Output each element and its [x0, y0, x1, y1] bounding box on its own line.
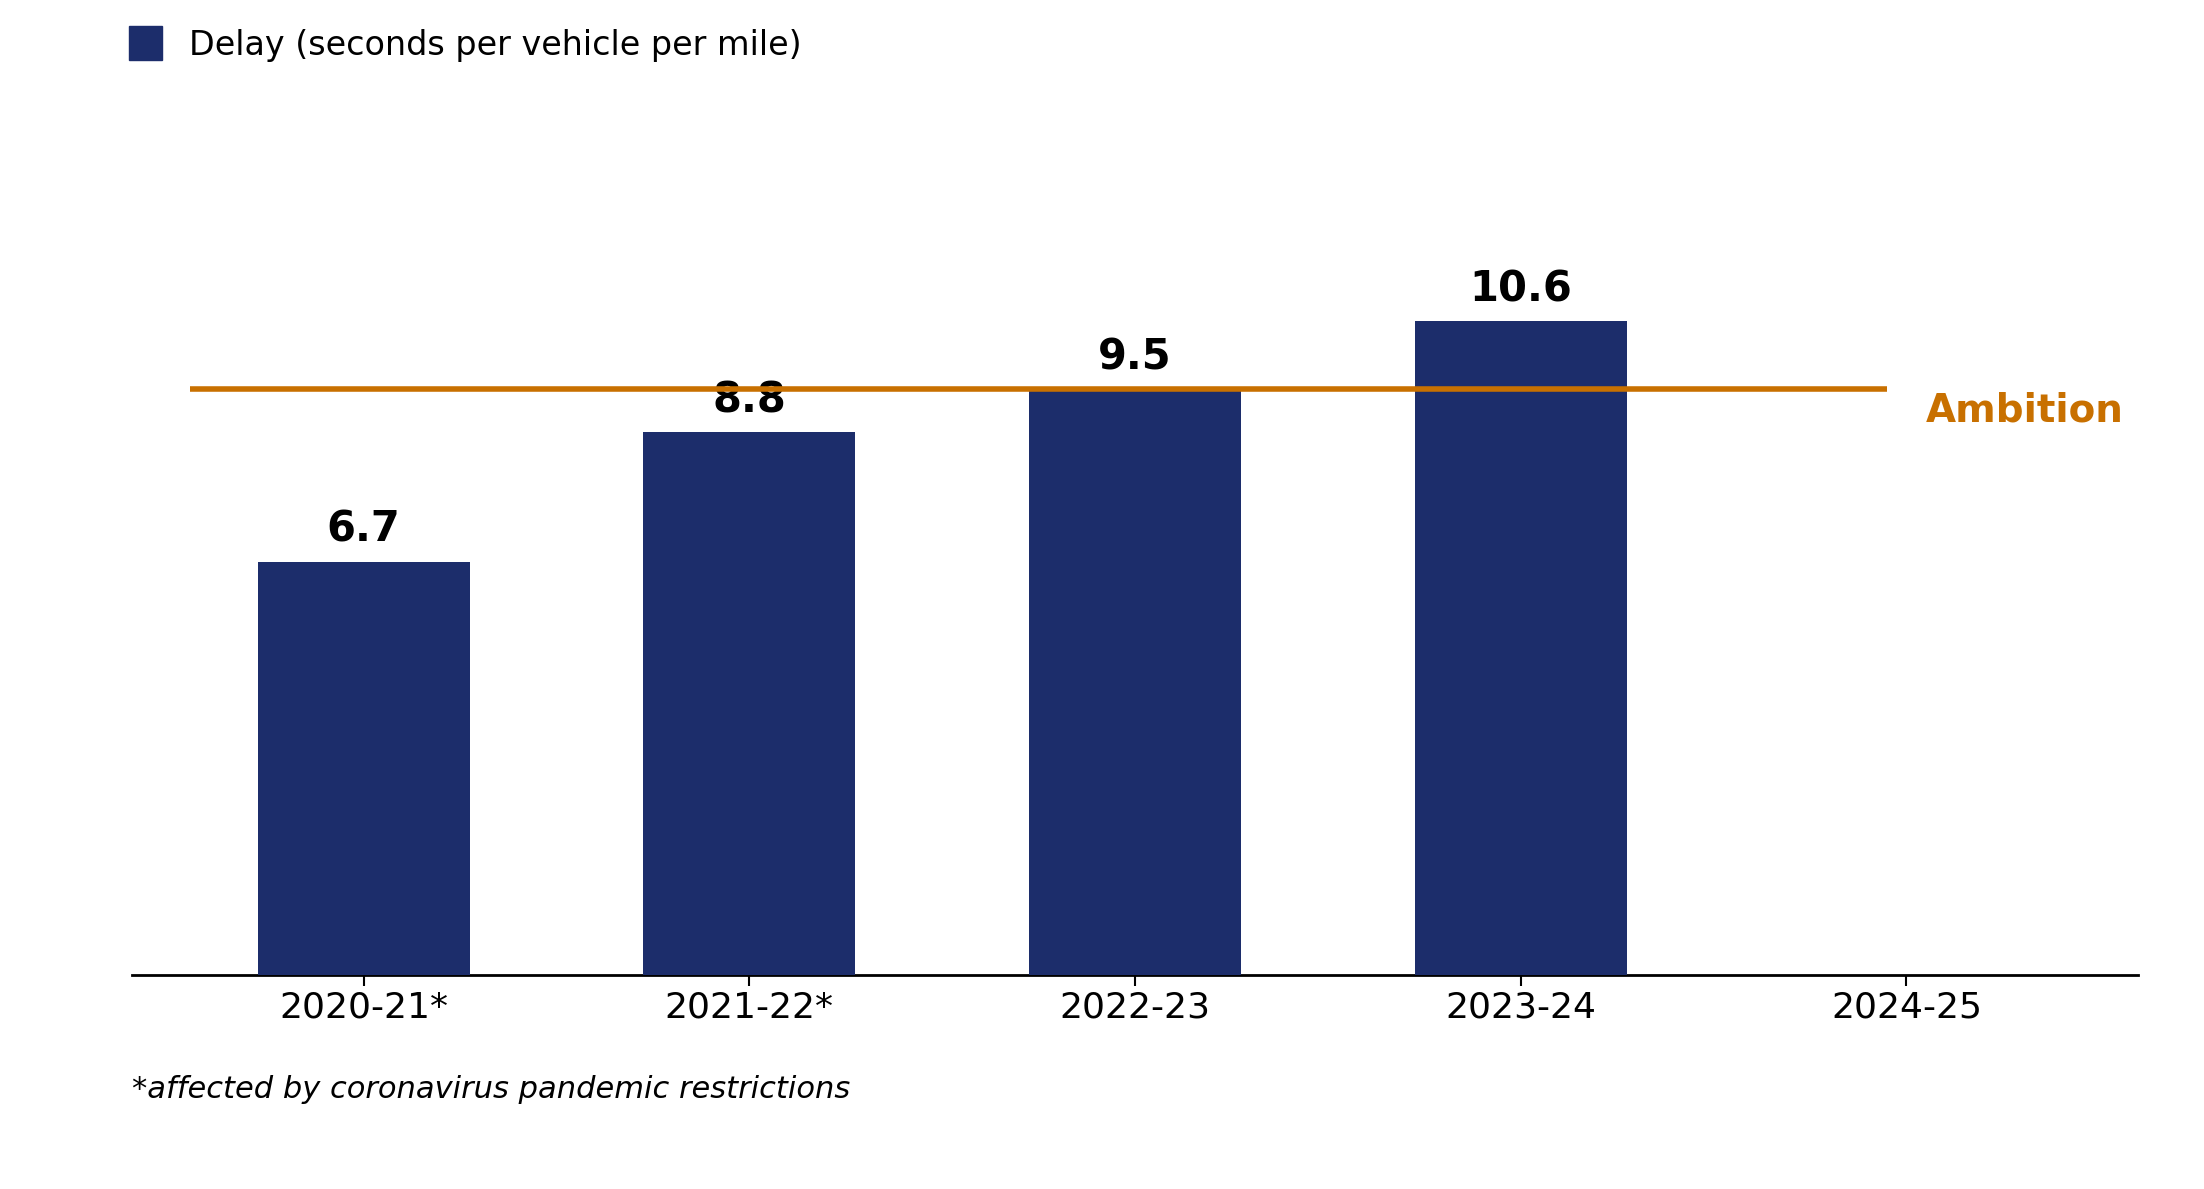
Text: 10.6: 10.6 [1470, 269, 1571, 310]
Bar [1415, 321, 1627, 975]
Bar [258, 562, 469, 975]
Text: *affected by coronavirus pandemic restrictions: *affected by coronavirus pandemic restri… [132, 1075, 851, 1103]
Legend: Delay (seconds per vehicle per mile): Delay (seconds per vehicle per mile) [128, 26, 802, 62]
Text: 6.7: 6.7 [326, 509, 401, 551]
Text: 9.5: 9.5 [1098, 336, 1173, 378]
Bar [1029, 389, 1241, 975]
Bar [644, 433, 855, 975]
Text: Ambition: Ambition [1926, 392, 2125, 430]
Text: 8.8: 8.8 [712, 379, 787, 421]
